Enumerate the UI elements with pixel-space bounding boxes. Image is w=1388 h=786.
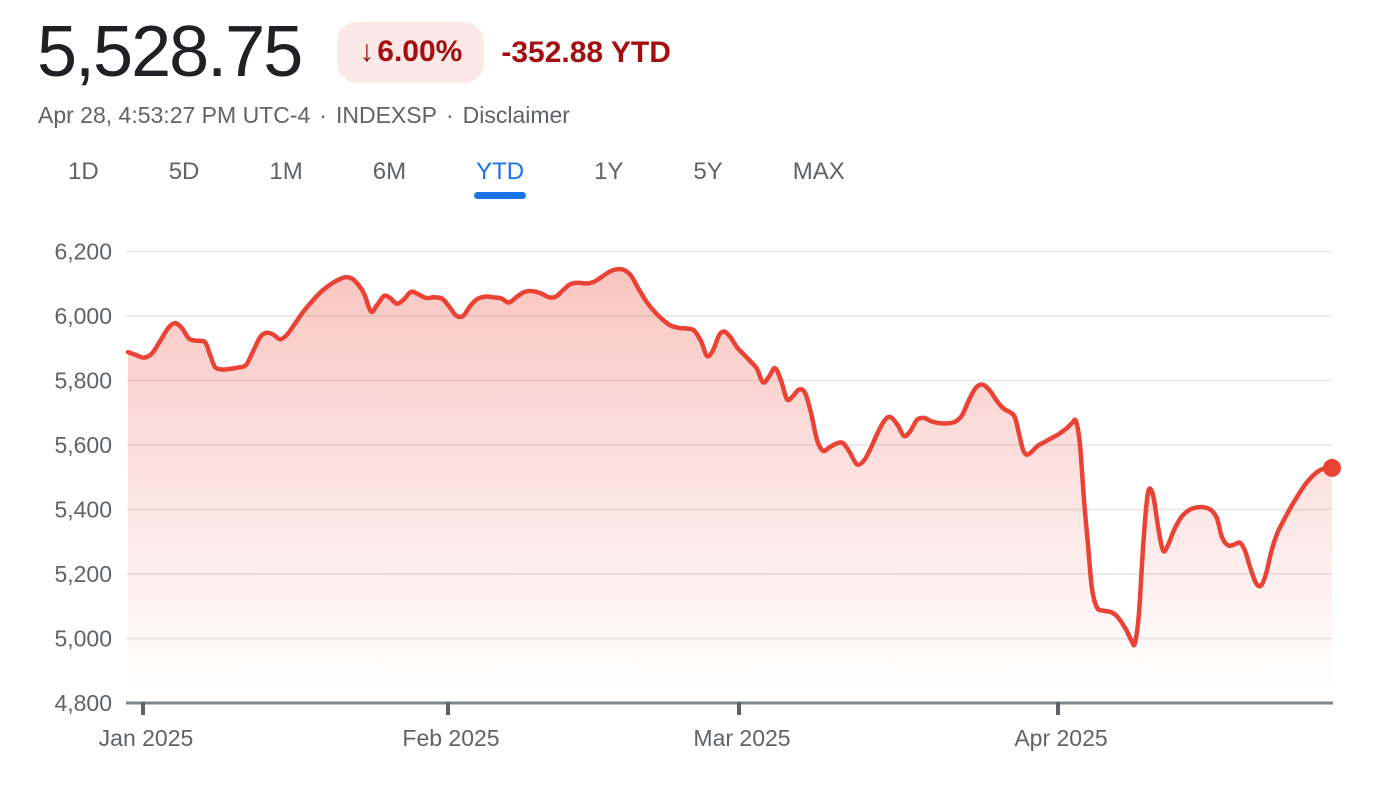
y-axis-label: 5,400 bbox=[54, 497, 112, 523]
quote-timestamp: Apr 28, 4:53:27 PM UTC-4 bbox=[38, 102, 311, 128]
y-axis-label: 5,600 bbox=[54, 432, 112, 458]
y-axis-label: 5,000 bbox=[54, 626, 112, 652]
x-axis-label: Apr 2025 bbox=[1014, 725, 1107, 751]
x-axis-label: Jan 2025 bbox=[99, 725, 194, 751]
tab-1d[interactable]: 1D bbox=[68, 158, 99, 185]
price-line bbox=[125, 266, 1335, 648]
tab-5y[interactable]: 5Y bbox=[693, 158, 723, 185]
meta-separator: · bbox=[319, 102, 327, 128]
down-arrow-icon: ↓ bbox=[359, 35, 375, 68]
y-axis-label: 4,800 bbox=[54, 690, 112, 716]
x-axis-label: Mar 2025 bbox=[693, 725, 790, 751]
y-axis-label: 5,800 bbox=[54, 368, 112, 394]
y-axis-label: 6,200 bbox=[54, 239, 112, 265]
quote-header: 5,528.75 ↓ 6.00% -352.88 YTD bbox=[37, 16, 671, 88]
tab-max[interactable]: MAX bbox=[792, 158, 845, 185]
tab-1y[interactable]: 1Y bbox=[594, 158, 624, 185]
time-range-tabs: 1D 5D 1M 6M YTD 1Y 5Y MAX bbox=[68, 157, 845, 187]
tab-1m[interactable]: 1M bbox=[269, 158, 303, 185]
price-value: 5,528.75 bbox=[37, 12, 303, 92]
tab-ytd[interactable]: YTD bbox=[476, 158, 525, 185]
y-axis-label: 6,000 bbox=[54, 303, 112, 329]
y-axis-label: 5,200 bbox=[54, 561, 112, 587]
price-area bbox=[128, 269, 1332, 703]
tab-5d[interactable]: 5D bbox=[168, 158, 200, 185]
ytd-change: -352.88 YTD bbox=[501, 35, 671, 69]
x-axis-label: Feb 2025 bbox=[402, 725, 499, 751]
disclaimer-link[interactable]: Disclaimer bbox=[462, 102, 570, 128]
quote-meta: Apr 28, 4:53:27 PM UTC-4 · INDEXSP · Dis… bbox=[38, 102, 570, 129]
change-badge: ↓ 6.00% bbox=[337, 21, 485, 83]
exchange-code: INDEXSP bbox=[335, 102, 437, 128]
last-price-marker bbox=[1323, 458, 1341, 477]
change-percent: 6.00% bbox=[377, 35, 463, 68]
meta-separator: · bbox=[445, 102, 454, 128]
tab-6m[interactable]: 6M bbox=[372, 158, 407, 185]
